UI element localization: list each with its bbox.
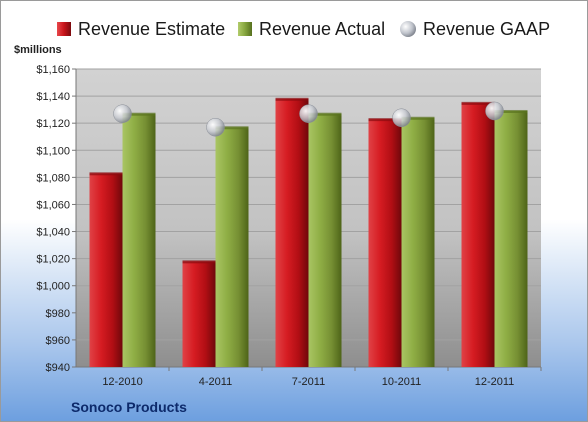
y-tick-label: $1,100 <box>36 145 70 157</box>
bar-cap-estimate <box>182 260 216 264</box>
y-tick-label: $1,020 <box>36 254 70 266</box>
bar-cap-actual <box>494 109 528 113</box>
bar-cap-actual <box>215 126 249 130</box>
bar-revenue-estimate <box>275 98 309 368</box>
bar-cap-actual <box>401 116 435 120</box>
bar-revenue-estimate <box>368 119 402 367</box>
x-tick-label: 10-2011 <box>382 376 422 388</box>
bar-cap-estimate <box>89 172 123 176</box>
bar-cap-actual <box>122 112 156 116</box>
x-tick-labels: 12-2010 4-2011 7-2011 10-2011 12-2011 <box>102 367 542 388</box>
y-tick-label: $1,040 <box>36 227 70 239</box>
bar-revenue-estimate <box>461 102 495 367</box>
y-tick-labels: $940 $960 $980 $1,000 $1,020 $1,040 $1,060 $1,0… <box>36 64 70 374</box>
y-tick-label: $1,060 <box>36 199 70 211</box>
x-tick-label: 12-2010 <box>102 376 142 388</box>
bar-revenue-actual <box>308 113 342 367</box>
y-tick-label: $1,000 <box>36 281 70 293</box>
x-tick-label: 4-2011 <box>199 376 232 388</box>
marker-revenue-gaap <box>392 108 411 128</box>
y-tick-label: $1,120 <box>36 118 70 130</box>
marker-revenue-gaap <box>113 104 132 123</box>
bar-revenue-actual <box>215 127 249 367</box>
bar-revenue-estimate <box>182 261 216 367</box>
y-tick-label: $940 <box>46 362 70 374</box>
legend-item-actual: Revenue Actual <box>237 18 385 40</box>
marker-revenue-gaap <box>299 104 318 123</box>
legend-item-gaap: Revenue GAAP <box>399 18 550 40</box>
legend-swatch-actual <box>238 22 252 36</box>
bars <box>89 97 528 368</box>
bar-cap-actual <box>308 112 342 116</box>
y-tick-label: $980 <box>46 308 70 320</box>
bar-cap-estimate <box>461 101 495 105</box>
bar-revenue-actual <box>122 113 156 367</box>
y-tick-label: $1,080 <box>36 172 70 184</box>
bar-cap-estimate <box>275 97 309 101</box>
x-tick-label: 7-2011 <box>292 376 325 388</box>
legend-swatch-gaap <box>400 21 416 37</box>
legend-label-gaap: Revenue GAAP <box>423 18 551 39</box>
y-tick-label: $1,140 <box>36 91 70 103</box>
y-tick-label: $1,160 <box>36 64 70 76</box>
y-axis-label: $millions <box>14 44 62 56</box>
bar-cap-estimate <box>368 118 402 122</box>
legend-label-actual: Revenue Actual <box>259 18 386 39</box>
bar-revenue-actual <box>494 110 528 367</box>
bar-revenue-estimate <box>89 173 123 367</box>
legend-item-estimate: Revenue Estimate <box>56 18 225 40</box>
legend: Revenue Estimate Revenue Actual Revenue … <box>1 18 587 40</box>
gaap-markers <box>113 101 504 137</box>
y-tick-label: $960 <box>46 335 70 347</box>
legend-label-estimate: Revenue Estimate <box>78 18 226 39</box>
marker-revenue-gaap <box>206 117 225 137</box>
bar-revenue-actual <box>401 117 435 367</box>
marker-revenue-gaap <box>485 101 504 121</box>
company-name: Sonoco Products <box>71 399 187 415</box>
x-tick-label: 12-2011 <box>475 376 515 388</box>
legend-swatch-estimate <box>57 22 71 36</box>
